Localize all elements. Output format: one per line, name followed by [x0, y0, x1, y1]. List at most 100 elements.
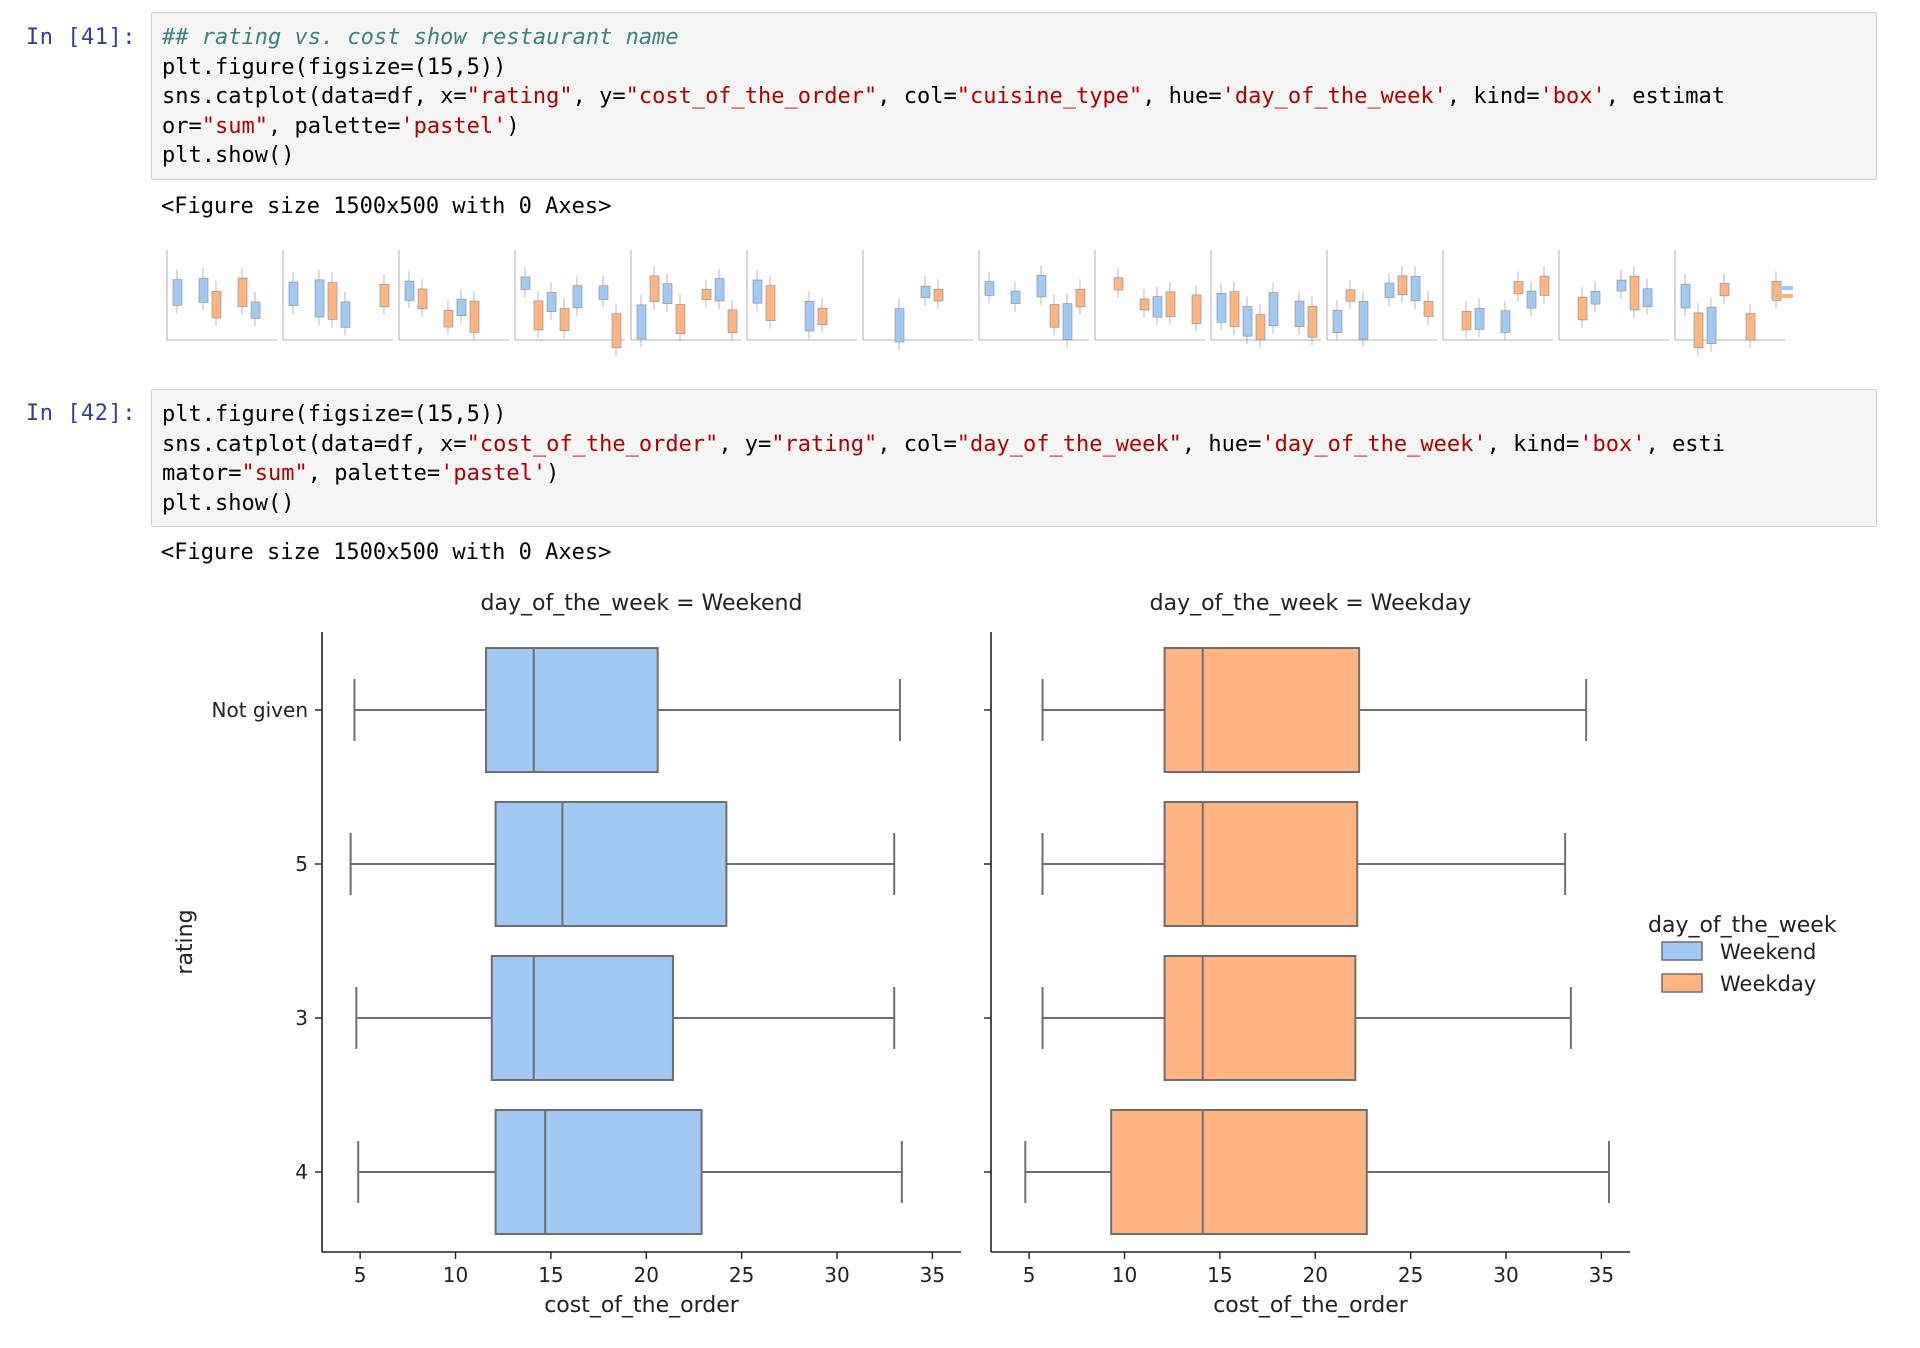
x-tick-label: 35 [1589, 1263, 1614, 1287]
thumb-box [1242, 306, 1253, 337]
thumb-box [1332, 309, 1343, 334]
code-line: ## rating vs. cost show restaurant name [162, 23, 1866, 53]
code-token: , y= [572, 84, 626, 109]
thumb-box [1113, 277, 1124, 291]
thumb-box [1307, 305, 1318, 338]
thumb-box [1294, 300, 1305, 327]
x-tick-label: 35 [920, 1263, 945, 1287]
code-line: plt.show() [162, 143, 295, 168]
thumb-box [920, 285, 931, 298]
code-token: , palette= [307, 461, 441, 486]
thumb-box [1642, 288, 1653, 307]
code-string: "cost_of_the_order" [625, 84, 878, 109]
x-tick-label: 20 [1303, 1263, 1328, 1287]
thumb-box [1771, 281, 1782, 301]
thumb-box [1680, 283, 1691, 309]
code-token: , col= [877, 84, 957, 109]
code-token: mator= [162, 461, 242, 486]
code-token: ) [546, 461, 560, 486]
thumb-box [649, 275, 660, 302]
cell-42-code-editor[interactable]: plt.figure(figsize=(15,5)) sns.catplot(d… [151, 389, 1877, 527]
thumb-box [1500, 310, 1511, 333]
box-iqr [494, 1109, 703, 1235]
legend-swatch [1661, 973, 1703, 993]
box-iqr [1163, 801, 1359, 927]
thumb-box [1526, 290, 1537, 309]
x-tick-label: 15 [1207, 1263, 1232, 1287]
thumb-box [727, 309, 738, 333]
code-token: or= [162, 113, 202, 139]
box-iqr [485, 647, 659, 773]
thumb-box [1062, 303, 1073, 341]
thumb-box [1397, 275, 1408, 295]
thumb-box [1255, 314, 1266, 341]
thumb-box [1629, 275, 1640, 311]
y-tick-label: 3 [295, 1006, 308, 1030]
thumb-box [675, 304, 686, 334]
box-iqr [1163, 955, 1357, 1081]
thumb-box [456, 298, 467, 317]
code-string: 'box' [1539, 84, 1606, 109]
code-string: "rating" [466, 84, 573, 109]
y-tick-label: 5 [295, 852, 308, 876]
box-iqr [1110, 1109, 1368, 1235]
thumb-box [752, 279, 763, 304]
thumb-box [1191, 294, 1202, 324]
x-tick-label: 5 [1023, 1263, 1036, 1287]
thumb-box [1706, 306, 1717, 344]
code-string: "day_of_the_week" [956, 431, 1182, 457]
code-string: "cost_of_the_order" [466, 431, 719, 457]
thumb-box [701, 289, 712, 300]
code-token: , palette= [267, 113, 401, 139]
legend-title: day_of_the_week [1648, 913, 1837, 938]
code-line: or="sum", palette='pastel') [162, 112, 1866, 142]
thumb-box [1165, 291, 1176, 317]
legend-label: Weekday [1720, 972, 1816, 996]
thumb-box [804, 301, 815, 332]
code-line: plt.figure(figsize=(15,5)) [162, 54, 507, 80]
thumb-box [1075, 289, 1086, 308]
x-tick-label: 30 [1493, 1263, 1518, 1287]
box-iqr [1163, 647, 1361, 773]
thumb-box [1745, 313, 1756, 341]
panel-title: day_of_the_week = Weekend [481, 591, 803, 616]
y-axis-label: rating [173, 909, 198, 974]
legend-swatch [1661, 941, 1703, 961]
x-tick-label: 10 [443, 1263, 468, 1287]
code-string: 'box' [1579, 431, 1646, 457]
code-token: , col= [877, 431, 957, 457]
thumb-box [379, 284, 390, 308]
thumb-box [533, 300, 544, 331]
code-token: , esti [1645, 431, 1726, 457]
thumb-box [817, 307, 828, 325]
thumb-box [1010, 290, 1021, 304]
code-line: mator="sum", palette='pastel') [162, 459, 1866, 489]
thumb-box [1410, 276, 1421, 302]
thumb-box [572, 285, 583, 309]
cell-41-code-editor[interactable]: ## rating vs. cost show restaurant name … [151, 12, 1877, 180]
thumb-box [598, 285, 609, 300]
x-tick-label: 15 [538, 1263, 563, 1287]
thumb-box [1229, 291, 1240, 327]
thumb-box [1513, 281, 1524, 295]
code-token: sns.catplot(data=df, x= [162, 431, 467, 457]
thumb-box [520, 276, 531, 290]
cell-41-output-figure-thumbnail [166, 250, 1793, 356]
code-token: , kind= [1446, 84, 1540, 109]
code-string: "cuisine_type" [956, 84, 1143, 109]
thumb-box [1719, 283, 1730, 297]
x-axis-label: cost_of_the_order [1213, 1293, 1409, 1318]
thumb-box [559, 308, 570, 332]
code-line: sns.catplot(data=df, x="cost_of_the_orde… [162, 430, 1866, 460]
thumb-box [211, 291, 222, 319]
code-string: 'pastel' [400, 113, 507, 139]
thumb-box [340, 301, 351, 328]
thumb-box [1358, 301, 1369, 340]
thumb-box [1461, 311, 1472, 331]
thumb-box [1616, 279, 1627, 292]
box-iqr [490, 955, 674, 1081]
code-line: plt.figure(figsize=(15,5)) [162, 402, 507, 427]
thumb-legend-swatch [1779, 294, 1793, 298]
thumb-box [1539, 275, 1550, 296]
code-token: , kind= [1486, 431, 1580, 457]
